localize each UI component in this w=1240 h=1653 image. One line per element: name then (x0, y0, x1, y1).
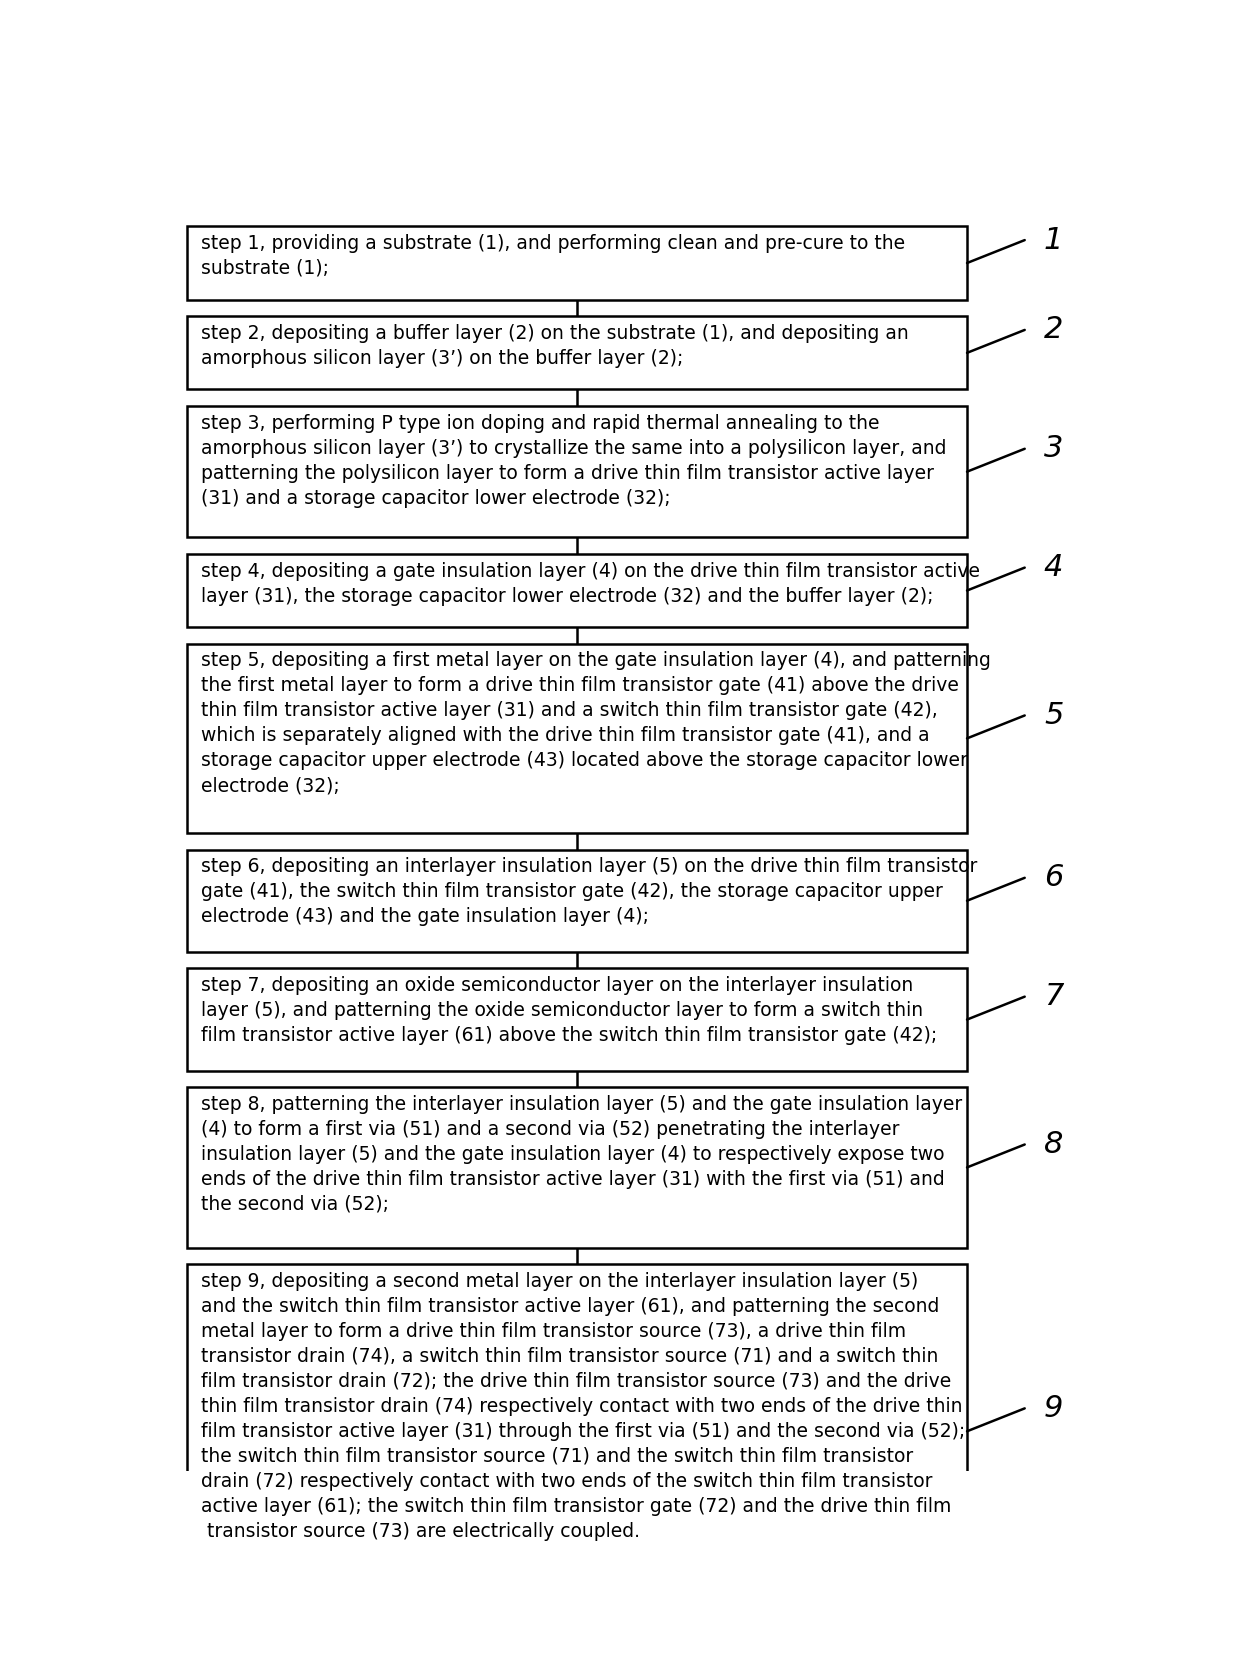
Bar (187, 969, 967, 1071)
Bar (187, 554, 967, 626)
Bar (187, 643, 967, 833)
Text: 3: 3 (1044, 435, 1064, 463)
Text: 7: 7 (1044, 982, 1064, 1012)
Text: 1: 1 (1044, 225, 1064, 255)
Text: step 5, depositing a first metal layer on the gate insulation layer (4), and pat: step 5, depositing a first metal layer o… (201, 651, 991, 795)
Text: step 7, depositing an oxide semiconductor layer on the interlayer insulation
lay: step 7, depositing an oxide semiconducto… (201, 975, 937, 1045)
Bar (187, 850, 967, 952)
Bar (187, 226, 967, 299)
Bar (187, 316, 967, 390)
Text: step 4, depositing a gate insulation layer (4) on the drive thin film transistor: step 4, depositing a gate insulation lay… (201, 562, 980, 605)
Text: 8: 8 (1044, 1131, 1064, 1159)
Text: 6: 6 (1044, 863, 1064, 893)
Text: step 9, depositing a second metal layer on the interlayer insulation layer (5)
a: step 9, depositing a second metal layer … (201, 1271, 966, 1541)
Text: 2: 2 (1044, 316, 1064, 344)
Text: step 1, providing a substrate (1), and performing clean and pre-cure to the
subs: step 1, providing a substrate (1), and p… (201, 235, 905, 278)
Text: step 6, depositing an interlayer insulation layer (5) on the drive thin film tra: step 6, depositing an interlayer insulat… (201, 858, 977, 926)
Text: 9: 9 (1044, 1393, 1064, 1423)
Bar (187, 407, 967, 537)
Text: step 3, performing P type ion doping and rapid thermal annealing to the
amorphou: step 3, performing P type ion doping and… (201, 413, 946, 507)
Text: step 8, patterning the interlayer insulation layer (5) and the gate insulation l: step 8, patterning the interlayer insula… (201, 1094, 962, 1213)
Text: step 2, depositing a buffer layer (2) on the substrate (1), and depositing an
am: step 2, depositing a buffer layer (2) on… (201, 324, 909, 369)
Bar (187, 1265, 967, 1598)
Text: 4: 4 (1044, 554, 1064, 582)
Bar (187, 1088, 967, 1248)
Text: 5: 5 (1044, 701, 1064, 731)
